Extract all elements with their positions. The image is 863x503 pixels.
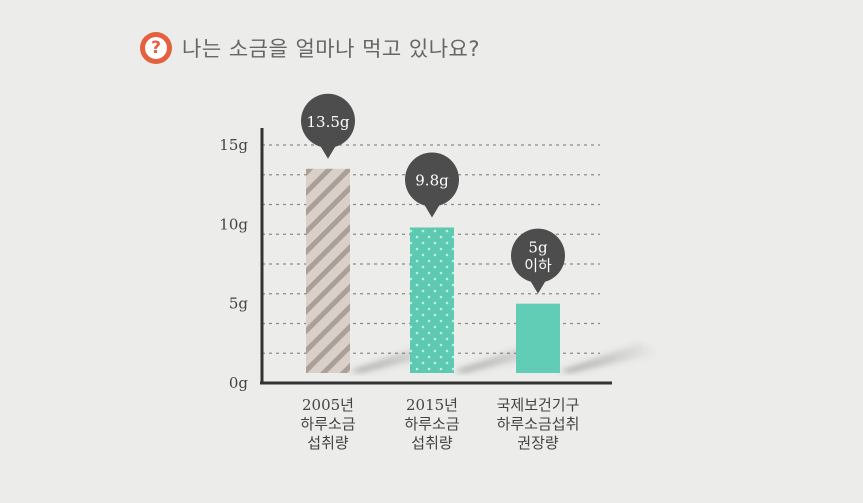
data-label: 13.5g bbox=[306, 113, 349, 131]
x-tick-label: 국제보건기구 하루소금섭취 권장량 bbox=[496, 396, 580, 452]
data-label: 이하 bbox=[524, 257, 552, 275]
bar bbox=[516, 303, 560, 373]
y-tick-label: 5g bbox=[229, 295, 249, 313]
data-label-bubble: 13.5g bbox=[301, 93, 355, 159]
data-label: 9.8g bbox=[415, 172, 449, 190]
data-label: 5g bbox=[528, 239, 548, 257]
y-tick-label: 0g bbox=[229, 374, 249, 392]
chart-heading: ? 나는 소금을 얼마나 먹고 있나요? bbox=[140, 32, 480, 64]
x-tick-label: 2015년 하루소금 섭취량 bbox=[404, 396, 460, 452]
bar-shadow bbox=[560, 343, 660, 373]
y-tick-label: 10g bbox=[219, 215, 248, 233]
y-tick-label: 15g bbox=[219, 136, 248, 154]
data-label-bubble: 9.8g bbox=[405, 152, 459, 218]
bar bbox=[306, 168, 350, 373]
heading-text: 나는 소금을 얼마나 먹고 있나요? bbox=[182, 37, 481, 61]
x-tick-label: 2005년 하루소금 섭취량 bbox=[300, 396, 356, 452]
bar bbox=[410, 227, 454, 373]
question-bubble-icon: ? bbox=[140, 32, 172, 64]
